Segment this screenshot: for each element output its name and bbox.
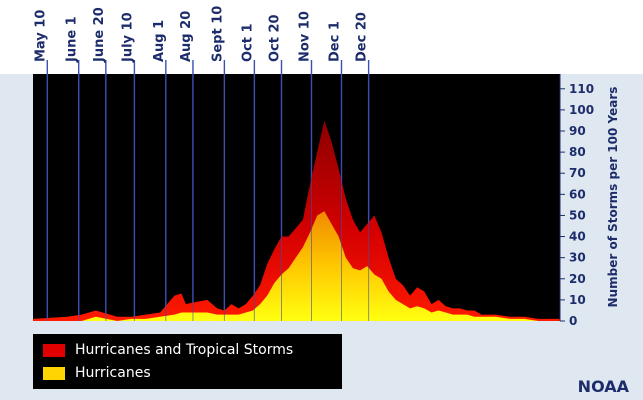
legend-label-all-storms: Hurricanes and Tropical Storms: [75, 342, 294, 358]
y-tick-label-1: 10: [569, 293, 586, 307]
date-label-4: Aug 1: [152, 20, 167, 62]
legend-swatch-hurricanes: [43, 366, 65, 380]
y-tick-label-9: 90: [569, 124, 586, 138]
date-label-8: Oct 20: [268, 14, 283, 62]
y-tick-label-4: 40: [569, 230, 586, 244]
date-label-0: May 10: [33, 10, 48, 62]
area-hurricanes: [33, 211, 560, 321]
legend-item-all-storms: Hurricanes and Tropical Storms: [43, 340, 293, 360]
y-tick-label-6: 60: [569, 187, 586, 201]
y-tick-label-0: 0: [569, 314, 577, 328]
date-label-11: Dec 20: [355, 12, 370, 62]
date-label-7: Oct 1: [240, 23, 255, 62]
y-tick-label-10: 100: [569, 103, 594, 117]
date-label-6: Sept 10: [210, 6, 225, 62]
y-tick-label-5: 50: [569, 208, 586, 222]
date-strip: [0, 0, 643, 74]
y-axis-title: Number of Storms per 100 Years: [606, 87, 620, 308]
y-tick-label-8: 80: [569, 145, 586, 159]
date-label-1: June 1: [65, 16, 80, 63]
legend-item-hurricanes: Hurricanes: [43, 363, 151, 383]
date-label-10: Dec 1: [327, 21, 342, 62]
y-tick-label-11: 110: [569, 82, 594, 96]
legend-swatch-all-storms: [43, 343, 65, 357]
date-label-9: Nov 10: [297, 11, 312, 62]
y-tick-label-3: 30: [569, 251, 586, 265]
date-label-2: June 20: [92, 7, 107, 63]
y-tick-label-2: 20: [569, 272, 586, 286]
date-label-5: Aug 20: [179, 11, 194, 62]
legend: Hurricanes and Tropical Storms Hurricane…: [33, 334, 342, 389]
date-label-3: July 10: [120, 12, 135, 63]
legend-label-hurricanes: Hurricanes: [75, 365, 151, 381]
credit-label: NOAA: [577, 377, 629, 396]
y-tick-label-7: 70: [569, 166, 586, 180]
